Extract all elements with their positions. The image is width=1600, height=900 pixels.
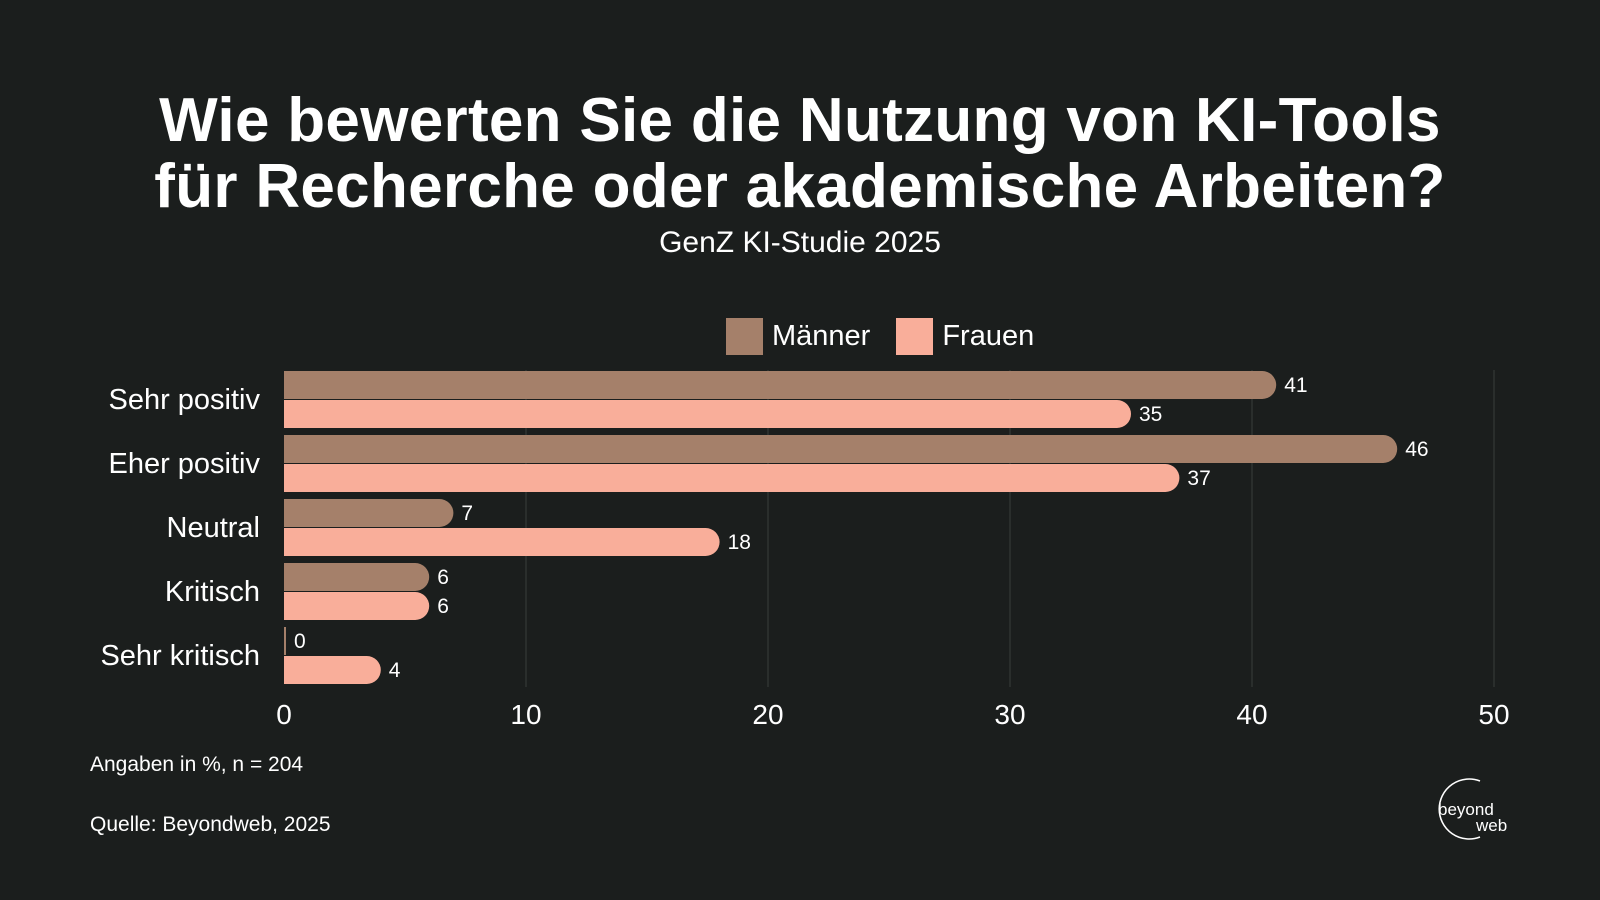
bar-frauen-4 [284,656,381,684]
category-label-1: Eher positiv [108,448,260,480]
data-label-frauen-0: 35 [1139,403,1162,426]
bar-maenner-1 [284,435,1398,463]
chart-subtitle: GenZ KI-Studie 2025 [659,226,941,259]
source-note: Quelle: Beyondweb, 2025 [90,813,331,836]
data-label-frauen-1: 37 [1187,467,1210,490]
category-label-4: Sehr kritisch [100,640,260,672]
bar-frauen-0 [284,400,1131,428]
data-label-maenner-4: 0 [294,630,306,653]
logo-text-beyond: beyond [1438,800,1494,819]
bar-maenner-3 [284,563,430,591]
category-label-2: Neutral [167,512,261,544]
unit-note: Angaben in %, n = 204 [90,753,304,776]
legend-swatch-maenner [726,317,763,355]
legend-item-frauen: Frauen [896,317,1035,355]
chart-legend: Männer Frauen [726,317,1060,355]
data-label-frauen-2: 18 [728,531,751,554]
legend-swatch-frauen [896,317,934,355]
data-label-frauen-3: 6 [437,595,449,618]
bar-maenner-4 [284,627,286,655]
x-tick-label-0: 0 [276,699,292,730]
chart-title-line-2: für Recherche oder akademische Arbeiten? [154,152,1446,221]
x-tick-label-30: 30 [994,699,1025,730]
chart-title-line-1: Wie bewerten Sie die Nutzung von KI-Tool… [159,86,1441,155]
brand-logo: beyond web [1428,776,1512,842]
x-tick-label-40: 40 [1236,699,1267,730]
data-label-maenner-3: 6 [437,566,449,589]
bar-maenner-2 [284,499,454,527]
chart-title: Wie bewerten Sie die Nutzung von KI-Tool… [0,88,1600,220]
bar-frauen-2 [284,528,720,556]
legend-label-frauen: Frauen [942,319,1035,352]
category-label-3: Kritisch [165,576,260,608]
bar-frauen-3 [284,592,430,620]
legend-item-maenner: Männer [726,317,871,355]
bar-frauen-1 [284,464,1180,493]
logo-text-web: web [1476,816,1508,835]
data-label-maenner-2: 7 [461,502,473,525]
category-label-0: Sehr positiv [108,384,260,416]
bar-maenner-0 [284,371,1277,399]
x-tick-label-50: 50 [1478,699,1509,730]
x-tick-label-20: 20 [752,699,783,730]
logo-ring-icon [1438,778,1481,840]
legend-label-maenner: Männer [772,319,871,352]
data-label-maenner-0: 41 [1284,374,1307,397]
data-label-frauen-4: 4 [389,659,401,682]
x-tick-label-10: 10 [510,699,541,730]
data-label-maenner-1: 46 [1405,438,1428,461]
